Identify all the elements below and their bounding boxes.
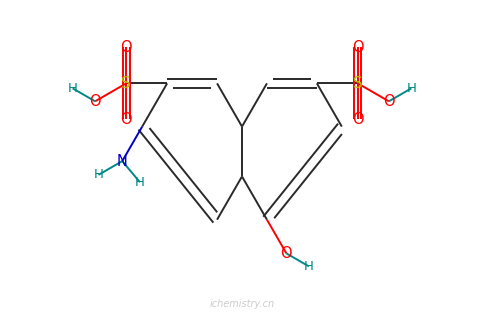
Text: O: O bbox=[121, 40, 132, 55]
Text: N: N bbox=[117, 154, 128, 169]
Text: ichemistry.cn: ichemistry.cn bbox=[210, 298, 274, 308]
Text: H: H bbox=[407, 82, 416, 95]
Text: O: O bbox=[121, 112, 132, 127]
Text: O: O bbox=[281, 246, 292, 261]
Text: H: H bbox=[68, 82, 77, 95]
Text: O: O bbox=[352, 40, 363, 55]
Text: H: H bbox=[135, 176, 145, 189]
Text: S: S bbox=[353, 76, 363, 91]
Text: S: S bbox=[121, 76, 131, 91]
Text: O: O bbox=[352, 112, 363, 127]
Text: O: O bbox=[90, 94, 101, 109]
Text: O: O bbox=[383, 94, 394, 109]
Text: H: H bbox=[93, 168, 104, 181]
Text: H: H bbox=[304, 260, 314, 273]
